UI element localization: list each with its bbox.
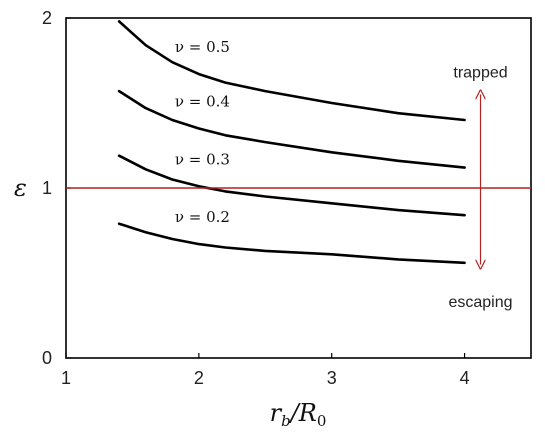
y-tick-label-2: 2 xyxy=(42,8,52,28)
series-line-0 xyxy=(117,20,466,122)
series-line-3 xyxy=(117,222,466,265)
x-axis-label: rb/R0 xyxy=(270,399,327,430)
annotations: trapped escaping xyxy=(66,65,531,311)
x-tick-label-3: 4 xyxy=(460,368,470,388)
series-label-3: ν = 0.2 xyxy=(175,208,230,226)
series-label-1: ν = 0.4 xyxy=(175,93,230,111)
x-tick-label-0: 1 xyxy=(61,368,71,388)
series-line-2 xyxy=(117,154,466,217)
series-label-2: ν = 0.3 xyxy=(175,150,230,168)
x-tick-label-1: 2 xyxy=(194,368,204,388)
series-line-1 xyxy=(117,89,466,169)
y-tick-label-1: 1 xyxy=(42,178,52,198)
x-tick-label-2: 3 xyxy=(327,368,337,388)
trapped-label: trapped xyxy=(453,65,507,82)
series-label-0: ν = 0.5 xyxy=(175,38,230,56)
y-axis-label: ε xyxy=(14,174,27,202)
series-group: ν = 0.5 ν = 0.4 ν = 0.3 ν = 0.2 xyxy=(117,20,466,265)
y-tick-label-0: 0 xyxy=(42,348,52,368)
escaping-label: escaping xyxy=(448,294,512,311)
